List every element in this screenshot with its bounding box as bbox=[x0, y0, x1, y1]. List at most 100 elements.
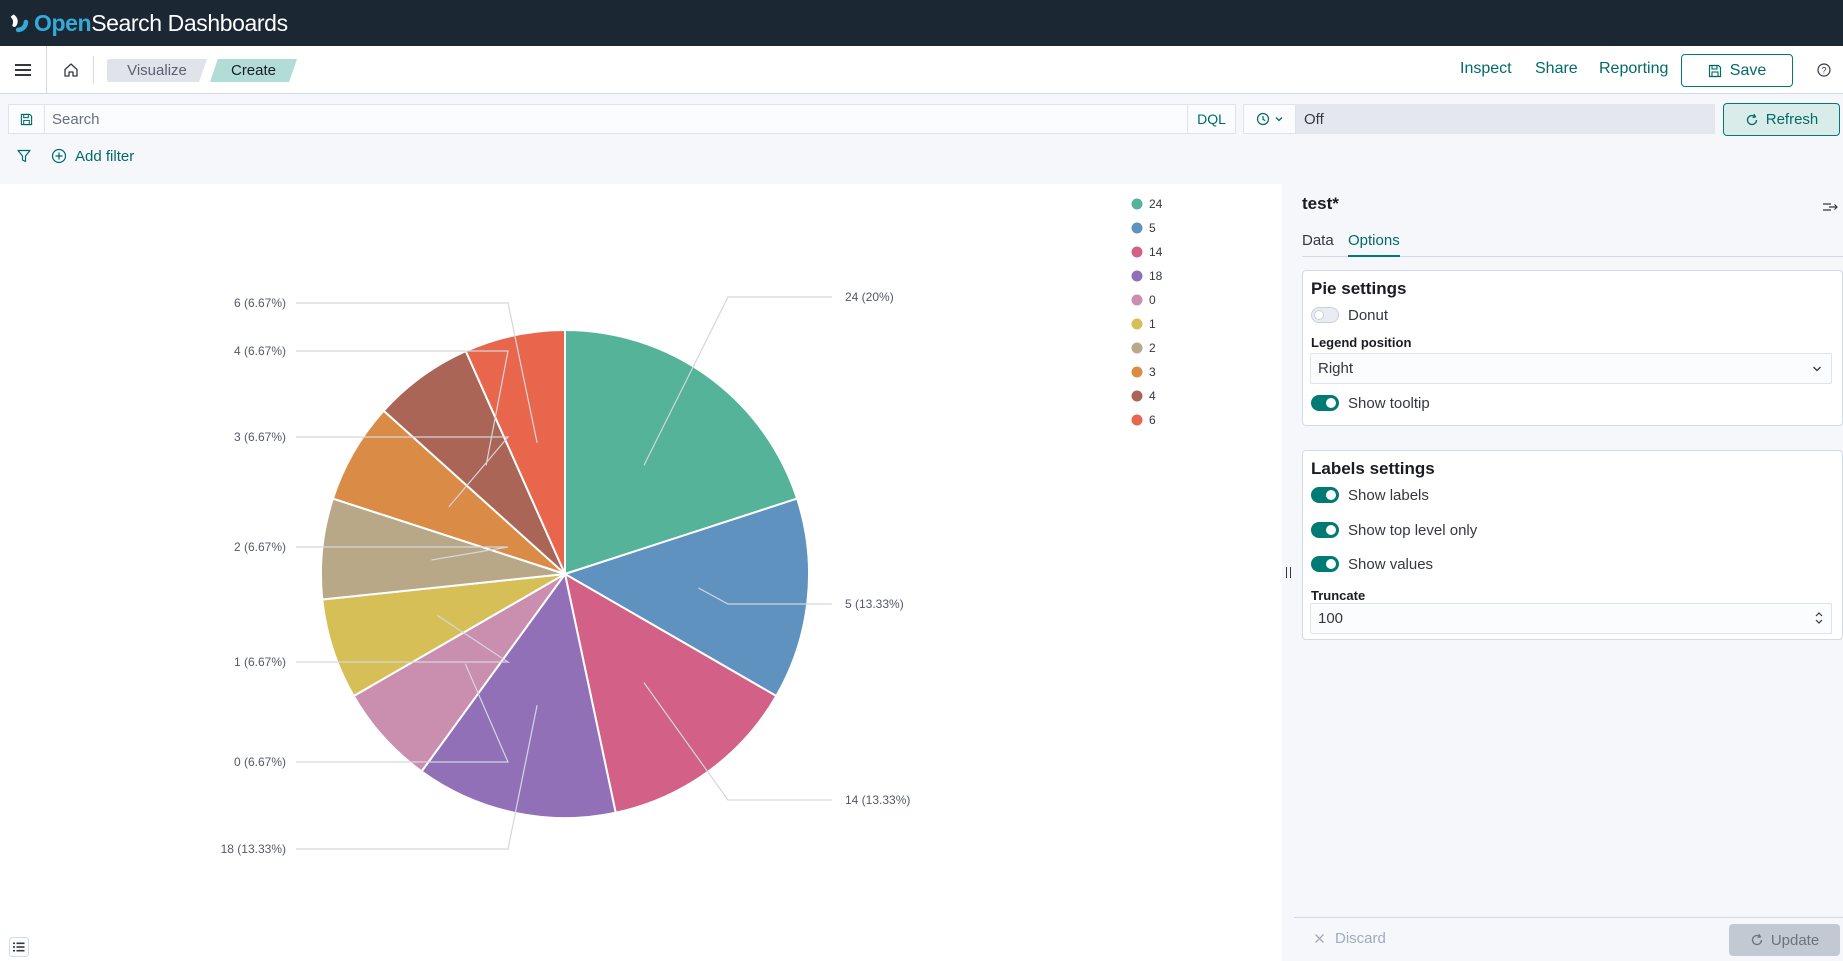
pie-slice-18[interactable] bbox=[420, 571, 617, 820]
menu-button[interactable] bbox=[0, 46, 47, 94]
refresh-button[interactable]: Refresh bbox=[1723, 103, 1840, 136]
legend-item-6[interactable]: 6 bbox=[1131, 413, 1157, 427]
legend-toggle-button[interactable] bbox=[9, 937, 29, 957]
legend-item-24[interactable]: 24 bbox=[1131, 197, 1163, 211]
tab-options[interactable]: Options bbox=[1348, 228, 1400, 257]
show-top-level-toggle[interactable]: Show top level only bbox=[1311, 520, 1477, 540]
reporting-link[interactable]: Reporting bbox=[1599, 60, 1669, 77]
pie-label-line-18 bbox=[296, 705, 538, 850]
add-filter-label: Add filter bbox=[75, 147, 135, 165]
show-labels-toggle[interactable]: Show labels bbox=[1311, 485, 1429, 505]
discard-label: Discard bbox=[1335, 930, 1386, 947]
legend-item-2[interactable]: 2 bbox=[1131, 341, 1157, 355]
pie-legend: 24 5 14 18 0 1 2 3 4 6 bbox=[1131, 197, 1163, 427]
inspect-link[interactable]: Inspect bbox=[1460, 60, 1512, 77]
number-stepper-icon[interactable] bbox=[1813, 609, 1825, 627]
filter-options-button[interactable] bbox=[14, 146, 34, 166]
legend-position-select[interactable]: Right bbox=[1310, 353, 1832, 384]
legend-swatch-3 bbox=[1131, 366, 1143, 378]
discard-button[interactable]: Discard bbox=[1314, 930, 1386, 947]
list-icon bbox=[13, 942, 25, 952]
nav-divider bbox=[93, 56, 94, 84]
pie-label-14: 14 (13.33%) bbox=[845, 793, 910, 807]
update-button[interactable]: Update bbox=[1729, 924, 1840, 956]
show-values-toggle[interactable]: Show values bbox=[1311, 554, 1433, 574]
top-header: OpenSearch Dashboards bbox=[0, 0, 1843, 46]
pie-label-line-5 bbox=[698, 587, 832, 605]
pie-settings-title: Pie settings bbox=[1311, 279, 1407, 298]
svg-text:?: ? bbox=[1821, 66, 1826, 76]
legend-item-14[interactable]: 14 bbox=[1131, 245, 1163, 259]
collapse-sidebar-button[interactable] bbox=[1821, 198, 1839, 216]
labels-settings-panel: Labels settings Show labels Show top lev… bbox=[1302, 450, 1843, 640]
opensearch-logo[interactable]: OpenSearch Dashboards bbox=[8, 6, 288, 40]
show-tooltip-toggle[interactable]: Show tooltip bbox=[1311, 393, 1430, 413]
home-icon bbox=[63, 63, 78, 77]
pie-label-line-0 bbox=[296, 663, 509, 763]
legend-item-18[interactable]: 18 bbox=[1131, 269, 1163, 283]
pie-label-4: 4 (6.67%) bbox=[234, 344, 286, 358]
legend-item-4[interactable]: 4 bbox=[1131, 389, 1157, 403]
pie-slices bbox=[319, 328, 811, 820]
search-input[interactable] bbox=[44, 104, 1188, 134]
visualization-panel: 24 (20%) 5 (13.33%) 14 (13.33%) 18 (13.33%)… bbox=[0, 184, 1282, 961]
query-language-button[interactable]: DQL bbox=[1188, 104, 1236, 134]
show-labels-label: Show labels bbox=[1348, 486, 1429, 504]
legend-label-0: 0 bbox=[1149, 293, 1156, 307]
legend-item-1[interactable]: 1 bbox=[1131, 317, 1157, 331]
truncate-input[interactable] bbox=[1310, 603, 1832, 634]
sidebar-footer: Discard Update bbox=[1294, 917, 1843, 961]
breadcrumb-create: Create bbox=[210, 59, 297, 82]
legend-label-5: 5 bbox=[1149, 221, 1156, 235]
legend-label-2: 2 bbox=[1149, 341, 1156, 355]
donut-toggle[interactable]: Donut bbox=[1311, 305, 1388, 325]
legend-label-24: 24 bbox=[1149, 197, 1163, 211]
show-values-switch[interactable] bbox=[1311, 556, 1339, 572]
show-top-level-switch[interactable] bbox=[1311, 522, 1339, 538]
pie-label-lines bbox=[296, 296, 832, 850]
legend-label-3: 3 bbox=[1149, 365, 1156, 379]
saved-queries-button[interactable] bbox=[8, 104, 44, 134]
pie-label-line-2 bbox=[296, 546, 509, 561]
plus-in-circle-icon bbox=[51, 148, 67, 164]
legend-item-5[interactable]: 5 bbox=[1131, 221, 1157, 235]
legend-swatch-4 bbox=[1131, 390, 1143, 402]
home-button[interactable] bbox=[47, 46, 94, 94]
help-button[interactable]: ? bbox=[1814, 60, 1834, 80]
pie-slice-14[interactable] bbox=[563, 572, 778, 814]
legend-label-1: 1 bbox=[1149, 317, 1156, 331]
save-icon bbox=[20, 113, 33, 125]
sidebar-tabs: Data Options bbox=[1302, 228, 1843, 257]
query-bar: DQL Off Refresh Add filter bbox=[0, 94, 1843, 184]
legend-swatch-6 bbox=[1131, 414, 1143, 426]
panel-resize-handle[interactable] bbox=[1282, 184, 1294, 961]
breadcrumb-visualize[interactable]: Visualize bbox=[107, 59, 207, 82]
legend-swatch-5 bbox=[1131, 222, 1143, 234]
legend-item-3[interactable]: 3 bbox=[1131, 365, 1157, 379]
pie-slice-24[interactable] bbox=[564, 328, 799, 576]
add-filter-button[interactable]: Add filter bbox=[51, 145, 134, 167]
share-link[interactable]: Share bbox=[1535, 60, 1578, 77]
menu-right-icon bbox=[1822, 203, 1838, 211]
pie-slice-5[interactable] bbox=[562, 497, 811, 698]
tab-data[interactable]: Data bbox=[1302, 232, 1334, 249]
date-picker-button[interactable] bbox=[1243, 104, 1296, 134]
save-button[interactable]: Save bbox=[1681, 54, 1793, 87]
donut-switch[interactable] bbox=[1311, 307, 1339, 323]
pie-label-line-4 bbox=[296, 350, 509, 466]
date-range-display[interactable]: Off bbox=[1296, 104, 1715, 134]
show-values-label: Show values bbox=[1348, 555, 1434, 573]
logo-text-open: Open bbox=[34, 9, 92, 36]
pie-label-line-6 bbox=[296, 302, 538, 443]
pie-label-3: 3 (6.67%) bbox=[234, 430, 286, 444]
pie-label-line-24 bbox=[643, 296, 832, 466]
show-tooltip-switch[interactable] bbox=[1311, 395, 1339, 411]
switch-knob bbox=[1314, 310, 1324, 320]
truncate-label: Truncate bbox=[1311, 588, 1366, 603]
resize-grip-icon bbox=[1285, 567, 1291, 578]
show-top-level-label: Show top level only bbox=[1348, 521, 1478, 539]
close-icon bbox=[1315, 934, 1324, 943]
legend-swatch-0 bbox=[1131, 294, 1143, 306]
show-labels-switch[interactable] bbox=[1311, 487, 1339, 503]
legend-item-0[interactable]: 0 bbox=[1131, 293, 1157, 307]
